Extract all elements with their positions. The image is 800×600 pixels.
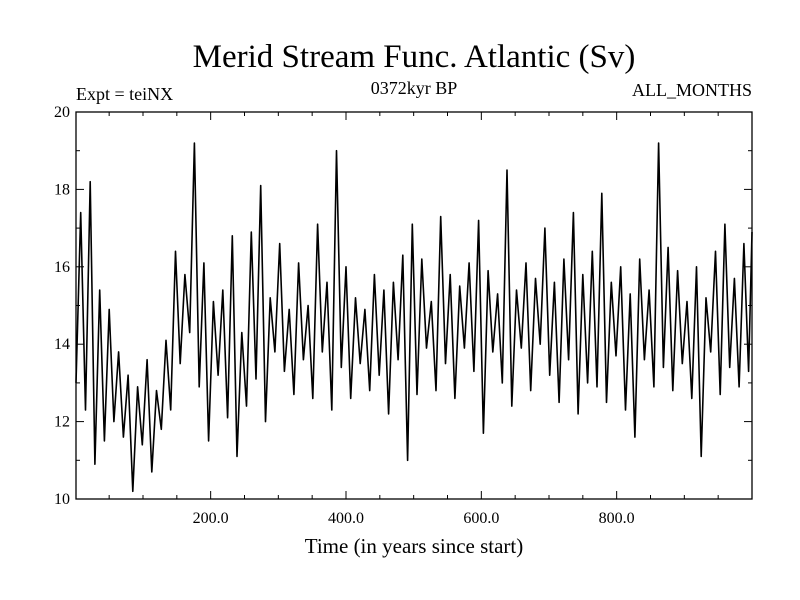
x-axis-label: Time (in years since start): [305, 534, 524, 558]
y-tick-label: 10: [54, 491, 70, 508]
plot-frame: [75, 111, 753, 500]
x-tick-label: 600.0: [463, 510, 499, 527]
period-label: 0372kyr BP: [371, 78, 458, 98]
y-tick-label: 18: [54, 181, 70, 198]
x-tick-label: 800.0: [599, 510, 635, 527]
months-label: ALL_MONTHS: [632, 80, 752, 100]
chart-title: Merid Stream Func. Atlantic (Sv): [193, 39, 636, 75]
experiment-label: Expt = teiNX: [76, 84, 173, 104]
axis-tick-labels: 10 12 14 16 18 20 200.0 400.0 600.0 800.0: [54, 104, 635, 527]
x-tick-label: 200.0: [193, 510, 229, 527]
y-tick-label: 14: [54, 336, 70, 353]
y-tick-label: 16: [54, 259, 70, 276]
x-tick-label: 400.0: [328, 510, 364, 527]
y-tick-label: 12: [54, 414, 70, 431]
series-line: [75, 142, 753, 493]
y-tick-label: 20: [54, 104, 70, 121]
